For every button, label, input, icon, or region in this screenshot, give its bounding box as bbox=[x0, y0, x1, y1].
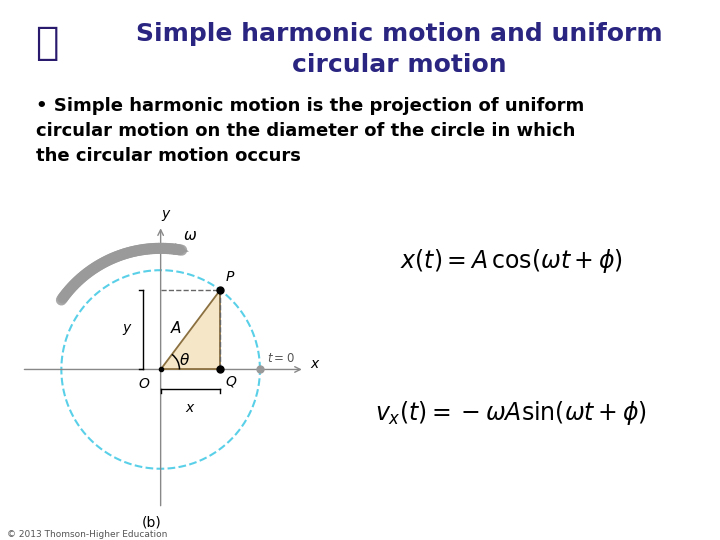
Text: (b): (b) bbox=[141, 516, 161, 530]
Polygon shape bbox=[174, 243, 189, 255]
Text: $y$: $y$ bbox=[122, 322, 132, 338]
Text: $x(t) = A\,\cos(\omega t + \phi)$: $x(t) = A\,\cos(\omega t + \phi)$ bbox=[400, 247, 623, 275]
Text: 🦎: 🦎 bbox=[35, 24, 58, 62]
Text: $\theta$: $\theta$ bbox=[179, 352, 190, 368]
Text: $v_x(t) = -\omega A\sin(\omega t + \phi)$: $v_x(t) = -\omega A\sin(\omega t + \phi)… bbox=[375, 399, 647, 427]
Text: $\omega$: $\omega$ bbox=[184, 228, 197, 243]
Polygon shape bbox=[161, 290, 220, 369]
Text: $t = 0$: $t = 0$ bbox=[267, 352, 294, 365]
Text: • Simple harmonic motion is the projection of uniform
circular motion on the dia: • Simple harmonic motion is the projecti… bbox=[35, 97, 584, 165]
Text: © 2013 Thomson-Higher Education: © 2013 Thomson-Higher Education bbox=[7, 530, 168, 539]
Text: $Q$: $Q$ bbox=[225, 374, 238, 389]
Text: $A$: $A$ bbox=[171, 320, 183, 336]
Text: $P$: $P$ bbox=[225, 270, 235, 284]
Text: $x$: $x$ bbox=[310, 357, 320, 372]
Text: $x$: $x$ bbox=[185, 401, 196, 415]
Text: Simple harmonic motion and uniform
circular motion: Simple harmonic motion and uniform circu… bbox=[136, 22, 663, 77]
Text: $O$: $O$ bbox=[138, 377, 150, 392]
Text: $y$: $y$ bbox=[161, 207, 172, 222]
